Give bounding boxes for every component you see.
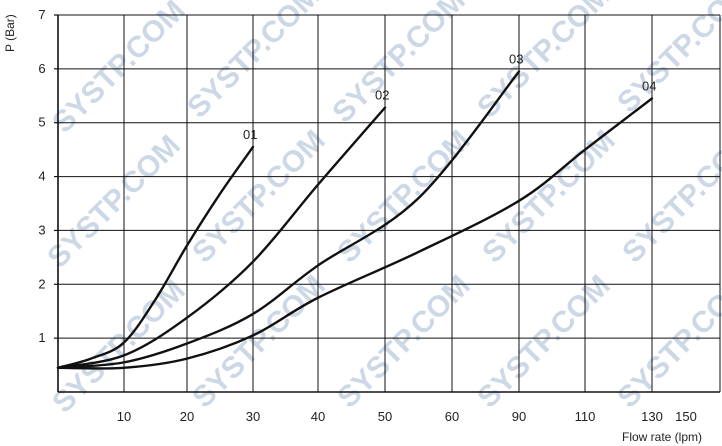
x-tick-label: 30 bbox=[246, 409, 260, 424]
curve-04 bbox=[56, 97, 654, 370]
grid bbox=[54, 14, 721, 393]
x-tick-label: 60 bbox=[445, 409, 459, 424]
watermark-text: SYSTP.COM bbox=[181, 0, 327, 124]
curve-labels: 01 02 03 04 bbox=[243, 52, 656, 142]
x-tick-label: 90 bbox=[512, 409, 526, 424]
x-tick-label: 10 bbox=[117, 409, 131, 424]
x-tick-label: 50 bbox=[378, 409, 392, 424]
watermark-text: SYSTP.COM bbox=[326, 0, 472, 129]
watermark-text: SYSTP.COM bbox=[611, 0, 722, 119]
curve-label-02: 02 bbox=[375, 88, 389, 103]
x-tick-label: 110 bbox=[575, 409, 596, 424]
y-tick-label: 7 bbox=[38, 7, 45, 22]
y-tick-label: 3 bbox=[38, 222, 45, 237]
x-axis-title: Flow rate (lpm) bbox=[622, 430, 702, 444]
curve-label-03: 03 bbox=[509, 52, 523, 67]
x-tick-label: 40 bbox=[311, 409, 325, 424]
watermark-text: SYSTP.COM bbox=[186, 124, 332, 270]
y-tick-label: 5 bbox=[38, 115, 45, 130]
y-tick-label: 2 bbox=[38, 276, 45, 291]
x-tick-label: 20 bbox=[180, 409, 194, 424]
tick-labels: 10 20 30 40 50 60 90 110 130 150 1 2 3 4 5 6 7 bbox=[38, 7, 696, 424]
watermark-text: SYSTP.COM bbox=[476, 124, 622, 270]
y-tick-label: 4 bbox=[38, 169, 45, 184]
watermark-text: SYSTP.COM bbox=[616, 124, 722, 270]
curve-02 bbox=[56, 106, 387, 369]
curve-03 bbox=[56, 70, 521, 369]
x-tick-label: 130 bbox=[641, 409, 663, 424]
y-tick-label: 1 bbox=[38, 330, 45, 345]
y-axis-title: P (Bar) bbox=[3, 14, 17, 52]
watermark-text: SYSTP.COM bbox=[41, 129, 187, 275]
y-tick-label: 6 bbox=[38, 61, 45, 76]
watermark-text: SYSTP.COM bbox=[46, 0, 192, 139]
curves bbox=[56, 70, 654, 370]
x-tick-label: 150 bbox=[675, 409, 697, 424]
curve-label-04: 04 bbox=[642, 78, 656, 93]
curve-label-01: 01 bbox=[243, 127, 257, 142]
curve-01 bbox=[56, 145, 255, 369]
